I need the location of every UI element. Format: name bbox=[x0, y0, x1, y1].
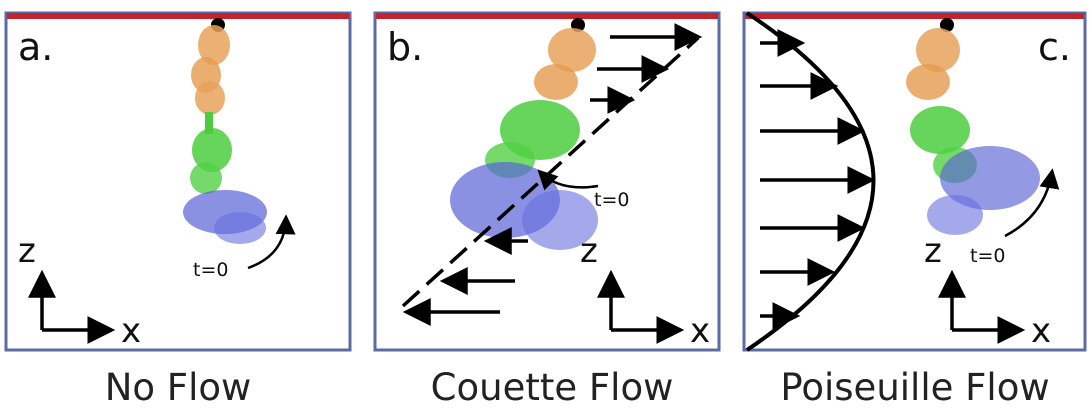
panel-caption: No Flow bbox=[105, 366, 252, 409]
coordinate-axes: z x bbox=[924, 231, 1051, 351]
rotation-arrow bbox=[247, 214, 296, 270]
domain-linker bbox=[205, 112, 213, 134]
x-axis-label: x bbox=[690, 311, 710, 351]
domain-bottom bbox=[927, 195, 983, 235]
domain-mid bbox=[190, 162, 222, 194]
domain-top bbox=[906, 64, 950, 100]
flow-arrows bbox=[760, 29, 876, 330]
domain-bottom bbox=[214, 212, 266, 244]
domain-bottom bbox=[522, 190, 598, 250]
domain-mid bbox=[910, 106, 970, 154]
panel-caption: Poiseuille Flow bbox=[780, 366, 1049, 409]
domain-bottom bbox=[940, 146, 1040, 210]
domain-top bbox=[198, 25, 230, 65]
domain-top bbox=[548, 28, 596, 72]
panel-letter: b. bbox=[387, 25, 423, 69]
panel-letter: c. bbox=[1038, 25, 1071, 69]
rotation-arrow bbox=[1004, 168, 1060, 238]
protein-structure bbox=[906, 28, 1040, 235]
panel-caption: Couette Flow bbox=[431, 366, 674, 409]
t0-label: t=0 bbox=[594, 189, 629, 211]
z-axis-label: z bbox=[924, 231, 942, 271]
rotation-arrow bbox=[537, 169, 599, 191]
flow-arrows bbox=[402, 23, 703, 326]
x-axis-label: x bbox=[1031, 311, 1051, 351]
coordinate-axes: z x bbox=[580, 231, 710, 351]
z-axis-label: z bbox=[18, 231, 36, 271]
domain-top bbox=[534, 64, 578, 100]
t0-label: t=0 bbox=[970, 245, 1005, 267]
z-axis-label: z bbox=[580, 231, 598, 271]
t0-label: t=0 bbox=[193, 259, 228, 281]
panel-couette-flow: t=0 z x b. Couette Flow bbox=[373, 11, 721, 409]
protein-structure bbox=[450, 28, 598, 250]
panel-letter: a. bbox=[18, 25, 53, 69]
coordinate-axes: z x bbox=[18, 231, 141, 351]
protein-structure bbox=[183, 25, 267, 244]
domain-top bbox=[195, 81, 225, 115]
panel-poiseuille-flow: t=0 z x c. Poiseuille Flow bbox=[742, 11, 1087, 409]
x-axis-label: x bbox=[121, 311, 141, 351]
panel-no-flow: t=0 z x a. No Flow bbox=[4, 11, 352, 409]
domain-top bbox=[916, 28, 960, 72]
domain-mid bbox=[192, 128, 232, 172]
anchor-point bbox=[940, 18, 954, 32]
panel-frame bbox=[4, 11, 352, 352]
